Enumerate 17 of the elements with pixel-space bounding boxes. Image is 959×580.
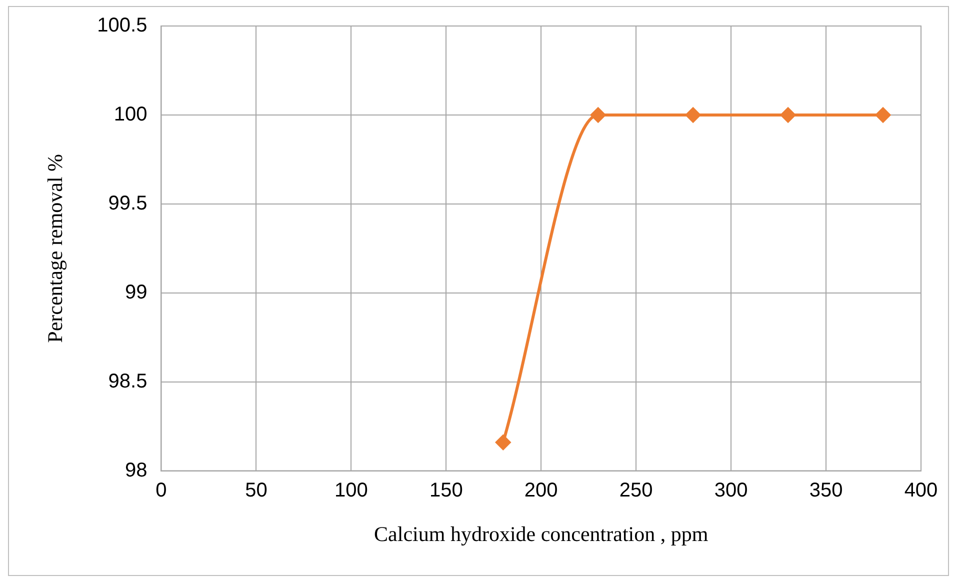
- x-tick-label: 300: [714, 479, 748, 502]
- y-tick-label: 99.5: [108, 192, 148, 214]
- y-tick-label: 100: [114, 103, 148, 126]
- x-tick-label: 400: [904, 479, 938, 502]
- y-tick-label: 98: [125, 459, 148, 482]
- x-tick-label: 50: [245, 479, 268, 502]
- x-axis-title: Calcium hydroxide concentration , ppm: [374, 522, 708, 546]
- x-tick-label: 0: [156, 479, 167, 502]
- x-tick-label: 200: [524, 479, 558, 502]
- x-tick-label: 150: [429, 479, 463, 502]
- y-tick-label: 100.5: [97, 14, 148, 37]
- y-axis-title: Percentage removal %: [43, 154, 68, 343]
- x-tick-label: 100: [334, 479, 368, 502]
- y-tick-label: 98.5: [108, 370, 148, 392]
- x-tick-label: 250: [619, 479, 653, 502]
- x-tick-label: 350: [809, 479, 843, 502]
- y-tick-label: 99: [125, 281, 148, 304]
